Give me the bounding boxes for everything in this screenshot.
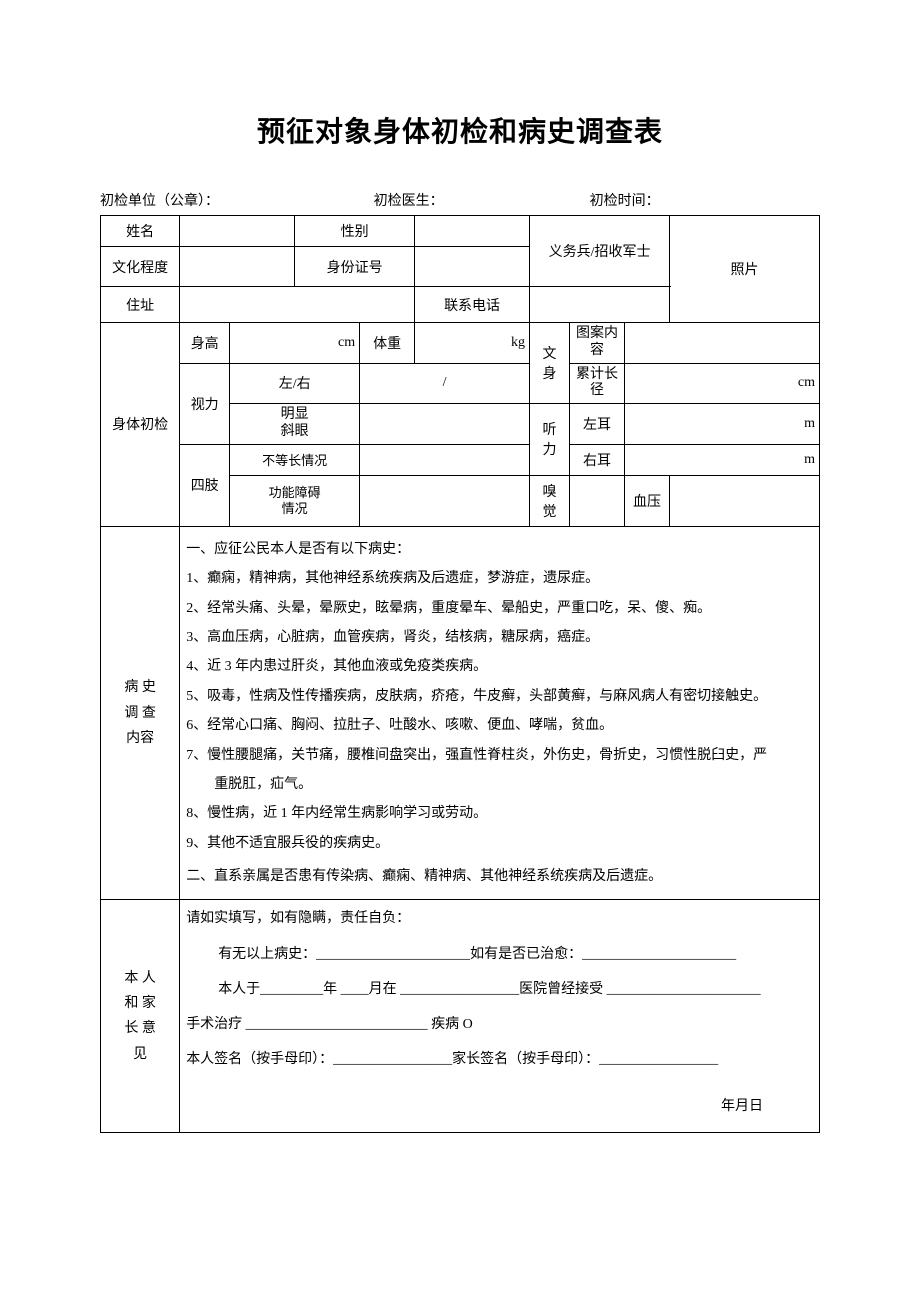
right-ear-label: 右耳 [570, 444, 625, 475]
vision-label: 视力 [180, 363, 230, 444]
name-value[interactable] [180, 216, 295, 247]
limbs-label: 四肢 [180, 444, 230, 526]
q1-title: 一、应征公民本人是否有以下病史： [186, 535, 813, 564]
history-item-7b: 重脱肛，疝气。 [186, 770, 813, 799]
smell-label: 嗅觉 [530, 475, 570, 526]
left-ear-label: 左耳 [570, 404, 625, 445]
history-item-1: 1、癫痫，精神病，其他神经系统疾病及后遗症，梦游症，遗尿症。 [186, 564, 813, 593]
gender-label: 性别 [295, 216, 415, 247]
height-label: 身高 [180, 323, 230, 364]
opinion-line5[interactable]: 本人签名（按手母印）：_________________家长签名（按手母印）：_… [186, 1042, 813, 1077]
opinion-content: 请如实填写，如有隐瞒，责任自负： 有无以上病史：________________… [180, 900, 820, 1133]
bp-label: 血压 [625, 475, 670, 526]
phone-value[interactable] [530, 287, 670, 323]
opinion-line4[interactable]: 手术治疗 __________________________ 疾病 O [186, 1007, 813, 1042]
opinion-date[interactable]: 年月日 [186, 1089, 813, 1124]
tattoo-len-label: 累计长 径 [570, 363, 625, 404]
phys-section-label: 身体初检 [101, 323, 180, 527]
header-row: 初检单位（公章）： 初检医生： 初检时间： [100, 190, 820, 210]
height-value[interactable]: cm [230, 323, 360, 364]
squint-label: 明显 斜眼 [230, 404, 360, 445]
edu-label: 文化程度 [101, 247, 180, 287]
weight-value[interactable]: kg [415, 323, 530, 364]
weight-label: 体重 [360, 323, 415, 364]
history-content: 一、应征公民本人是否有以下病史： 1、癫痫，精神病，其他神经系统疾病及后遗症，梦… [180, 526, 820, 900]
history-item-4: 4、近 3 年内患过肝炎，其他血液或免疫类疾病。 [186, 652, 813, 681]
time-label: 初检时间： [590, 190, 820, 210]
history-item-5: 5、吸毒，性病及性传播疾病，皮肤病，疥疮，牛皮癣，头部黄癣，与麻风病人有密切接触… [186, 682, 813, 711]
q2-title: 二、直系亲属是否患有传染病、癫痫、精神病、其他神经系统疾病及后遗症。 [186, 862, 813, 891]
right-ear-value[interactable]: m [625, 444, 820, 475]
tattoo-len-value[interactable]: cm [625, 363, 820, 404]
opinion-section-label: 本 人 和 家 长 意 见 [101, 900, 180, 1133]
smell-value[interactable] [570, 475, 625, 526]
service-label: 义务兵/招收军士 [530, 216, 670, 287]
unequal-label: 不等长情况 [230, 444, 360, 475]
history-item-9: 9、其他不适宜服兵役的疾病史。 [186, 829, 813, 858]
left-ear-value[interactable]: m [625, 404, 820, 445]
lr-value[interactable]: / [360, 363, 530, 404]
gender-value[interactable] [415, 216, 530, 247]
dysfunc-value[interactable] [360, 475, 530, 526]
tattoo-label: 文身 [530, 323, 570, 404]
bp-value[interactable] [670, 475, 820, 526]
tattoo-content-value[interactable] [625, 323, 820, 364]
dysfunc-label: 功能障碍 情况 [230, 475, 360, 526]
name-label: 姓名 [101, 216, 180, 247]
opinion-line1: 请如实填写，如有隐瞒，责任自负： [186, 908, 813, 929]
lr-label: 左/右 [230, 363, 360, 404]
history-item-7: 7、慢性腰腿痛，关节痛，腰椎间盘突出，强直性脊柱炎，外伤史，骨折史，习惯性脱臼史… [186, 741, 813, 770]
hearing-label: 听力 [530, 404, 570, 476]
history-section-label: 病 史 调 查 内容 [101, 526, 180, 900]
addr-value[interactable] [180, 287, 415, 323]
id-value[interactable] [415, 247, 530, 287]
history-item-2: 2、经常头痛、头晕，晕厥史，眩晕病，重度晕车、晕船史，严重口吃，呆、傻、痴。 [186, 594, 813, 623]
tattoo-content-label: 图案内 容 [570, 323, 625, 364]
photo-label: 照片 [670, 216, 820, 323]
history-item-6: 6、经常心口痛、胸闷、拉肚子、吐酸水、咳嗽、便血、哮喘，贫血。 [186, 711, 813, 740]
unit-label: 初检单位（公章）： [100, 190, 374, 210]
history-item-8: 8、慢性病，近 1 年内经常生病影响学习或劳动。 [186, 799, 813, 828]
addr-label: 住址 [101, 287, 180, 323]
opinion-line3[interactable]: 本人于_________年 ____月在 _________________医院… [186, 972, 813, 1007]
id-label: 身份证号 [295, 247, 415, 287]
doctor-label: 初检医生： [374, 190, 590, 210]
page-title: 预征对象身体初检和病史调查表 [100, 110, 820, 150]
phone-label: 联系电话 [415, 287, 530, 323]
squint-value[interactable] [360, 404, 530, 445]
history-item-3: 3、高血压病，心脏病，血管疾病，肾炎，结核病，糖尿病，癌症。 [186, 623, 813, 652]
edu-value[interactable] [180, 247, 295, 287]
opinion-line2[interactable]: 有无以上病史：______________________如有是否已治愈：___… [186, 937, 813, 972]
form-table: 姓名 性别 义务兵/招收军士 照片 文化程度 身份证号 住址 联系电话 身体初检… [100, 215, 820, 1133]
unequal-value[interactable] [360, 444, 530, 475]
